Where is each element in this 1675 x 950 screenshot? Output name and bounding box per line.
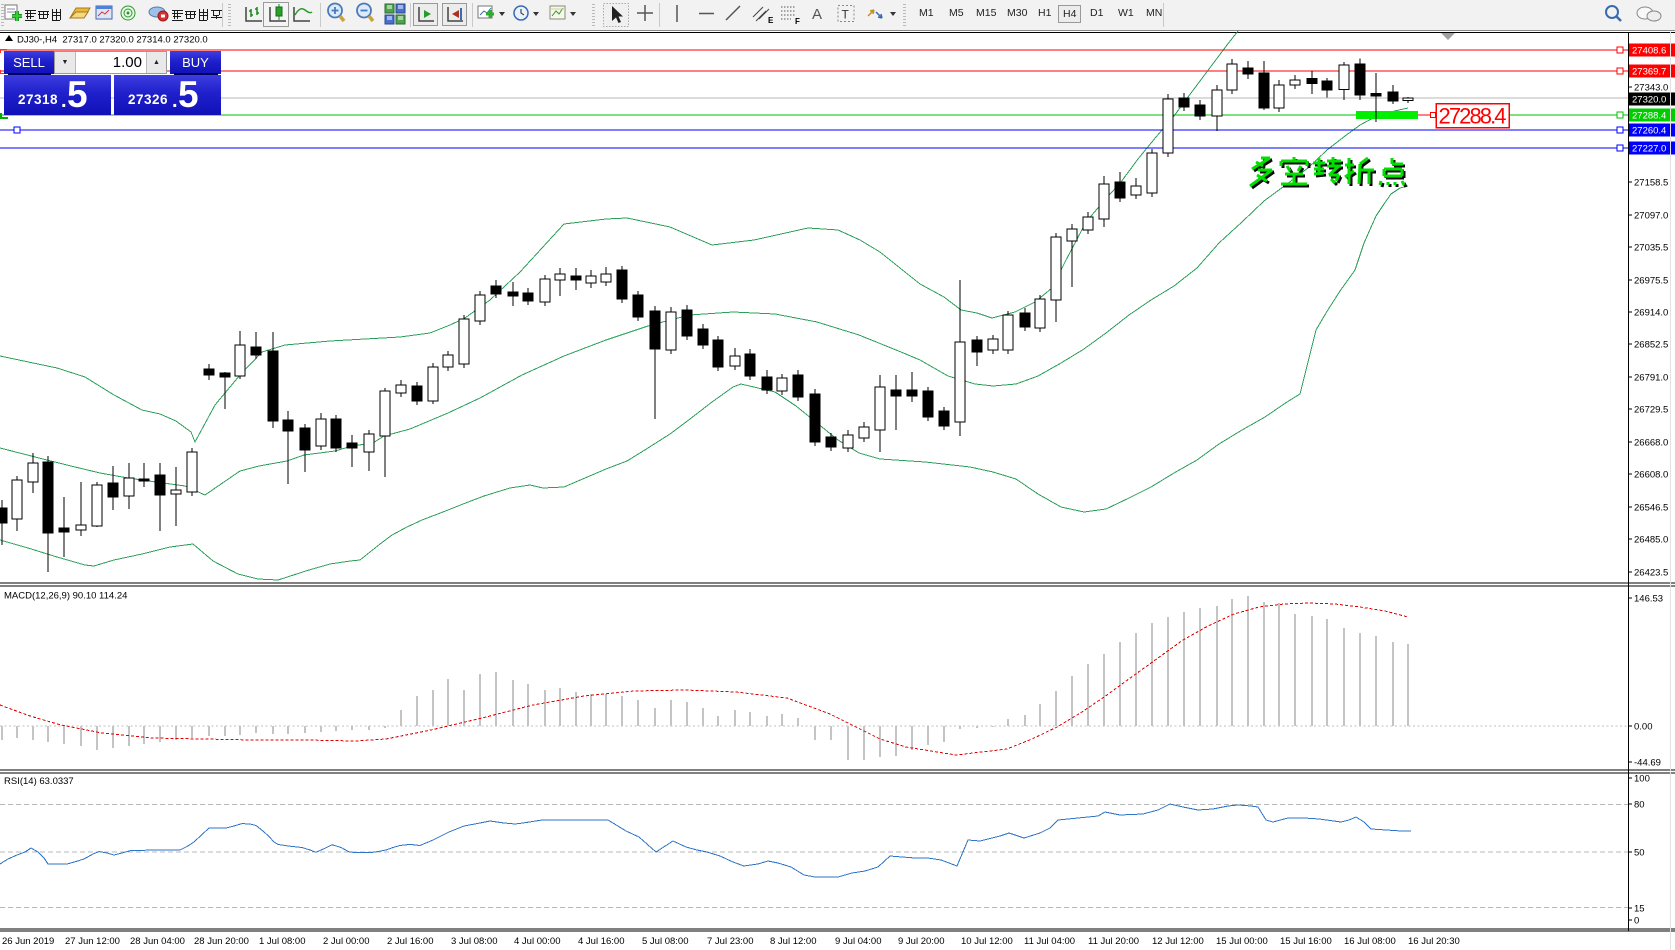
- svg-text:26914.0: 26914.0: [1634, 308, 1668, 319]
- svg-text:3 Jul 08:00: 3 Jul 08:00: [451, 936, 497, 947]
- svg-text:0.00: 0.00: [1634, 722, 1653, 733]
- svg-text:26 Jun 2019: 26 Jun 2019: [2, 936, 54, 947]
- svg-text:27369.7: 27369.7: [1632, 67, 1666, 78]
- svg-text:8 Jul 12:00: 8 Jul 12:00: [770, 936, 816, 947]
- svg-text:RSI(14) 63.0337: RSI(14) 63.0337: [4, 776, 74, 787]
- svg-text:26852.5: 26852.5: [1634, 340, 1668, 351]
- svg-text:15 Jul 16:00: 15 Jul 16:00: [1280, 936, 1332, 947]
- svg-text:0: 0: [1634, 916, 1639, 927]
- svg-text:26791.0: 26791.0: [1634, 373, 1668, 384]
- svg-text:26423.5: 26423.5: [1634, 568, 1668, 579]
- svg-text:28 Jun 04:00: 28 Jun 04:00: [130, 936, 185, 947]
- svg-text:4 Jul 16:00: 4 Jul 16:00: [578, 936, 624, 947]
- svg-text:F: F: [795, 17, 800, 26]
- svg-text:1 Jul 08:00: 1 Jul 08:00: [259, 936, 305, 947]
- svg-text:27035.5: 27035.5: [1634, 243, 1668, 254]
- svg-text:-44.69: -44.69: [1634, 758, 1661, 769]
- svg-text:16 Jul 08:00: 16 Jul 08:00: [1344, 936, 1396, 947]
- svg-text:50: 50: [1634, 848, 1645, 859]
- svg-text:80: 80: [1634, 800, 1645, 811]
- svg-text:28 Jun 20:00: 28 Jun 20:00: [194, 936, 249, 947]
- svg-text:9 Jul 04:00: 9 Jul 04:00: [835, 936, 881, 947]
- svg-text:27408.6: 27408.6: [1632, 46, 1666, 57]
- svg-text:16 Jul 20:30: 16 Jul 20:30: [1408, 936, 1460, 947]
- svg-text:27288.4: 27288.4: [1439, 104, 1507, 129]
- svg-text:27 Jun 12:00: 27 Jun 12:00: [65, 936, 120, 947]
- svg-text:27343.0: 27343.0: [1634, 83, 1668, 94]
- svg-text:11 Jul 20:00: 11 Jul 20:00: [1088, 936, 1139, 947]
- svg-text:4 Jul 00:00: 4 Jul 00:00: [514, 936, 560, 947]
- svg-text:26668.0: 26668.0: [1634, 438, 1668, 449]
- svg-text:26546.5: 26546.5: [1634, 503, 1668, 514]
- svg-text:7 Jul 23:00: 7 Jul 23:00: [707, 936, 753, 947]
- svg-text:E: E: [768, 16, 774, 25]
- svg-text:27288.4: 27288.4: [1632, 111, 1666, 122]
- svg-text:2 Jul 16:00: 2 Jul 16:00: [387, 936, 433, 947]
- svg-text:26975.5: 26975.5: [1634, 276, 1668, 287]
- svg-text:MACD(12,26,9) 90.10 114.24: MACD(12,26,9) 90.10 114.24: [4, 591, 127, 602]
- svg-text:9 Jul 20:00: 9 Jul 20:00: [898, 936, 944, 947]
- svg-text:27320.0: 27320.0: [1632, 95, 1666, 106]
- svg-text:27260.4: 27260.4: [1632, 126, 1666, 137]
- svg-text:A: A: [812, 6, 822, 23]
- svg-text:146.53: 146.53: [1634, 594, 1663, 605]
- svg-text:12 Jul 12:00: 12 Jul 12:00: [1152, 936, 1204, 947]
- svg-text:27158.5: 27158.5: [1634, 178, 1668, 189]
- svg-text:T: T: [842, 8, 850, 22]
- svg-text:15 Jul 00:00: 15 Jul 00:00: [1216, 936, 1268, 947]
- svg-text:26485.0: 26485.0: [1634, 535, 1668, 546]
- svg-text:15: 15: [1634, 904, 1645, 915]
- svg-text:27097.0: 27097.0: [1634, 211, 1668, 222]
- svg-text:26608.0: 26608.0: [1634, 470, 1668, 481]
- svg-text:2 Jul 00:00: 2 Jul 00:00: [323, 936, 369, 947]
- svg-text:100: 100: [1634, 774, 1650, 785]
- svg-text:27227.0: 27227.0: [1632, 144, 1666, 155]
- svg-text:26729.5: 26729.5: [1634, 405, 1668, 416]
- svg-text:11 Jul 04:00: 11 Jul 04:00: [1024, 936, 1075, 947]
- svg-text:DJ30-,H4 27317.0 27320.0 2731: DJ30-,H4 27317.0 27320.0 27314.0 27320.0: [17, 35, 208, 46]
- svg-text:5 Jul 08:00: 5 Jul 08:00: [642, 936, 688, 947]
- svg-text:10 Jul 12:00: 10 Jul 12:00: [961, 936, 1013, 947]
